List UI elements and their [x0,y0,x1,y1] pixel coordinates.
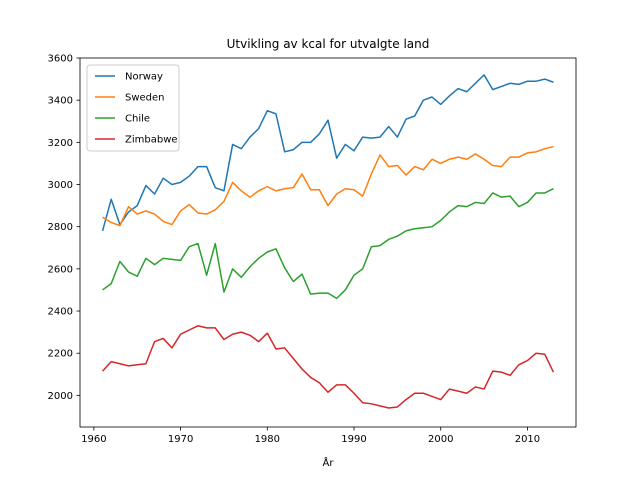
x-tick-label: 1990 [341,434,366,445]
legend-label-sweden: Sweden [125,93,165,104]
legend: Norway Sweden Chile Zimbabwe [86,64,180,152]
y-tick-label: 2400 [48,307,73,318]
x-tick-label: 1960 [81,434,106,445]
legend-box [86,64,180,152]
x-tick-label: 1970 [168,434,193,445]
y-tick-label: 3200 [48,138,73,149]
axes-frame [79,57,577,428]
y-tick-label: 2600 [48,264,73,275]
legend-label-norway: Norway [125,72,163,83]
x-tick-label: 2000 [428,434,453,445]
y-tick-label: 2200 [48,349,73,360]
chart-title: Utvikling av kcal for utvalgte land [227,37,430,51]
x-axis-label: År [323,456,335,469]
legend-label-zimbabwe: Zimbabwe [125,135,178,146]
y-tick-label: 3400 [48,96,73,107]
series-line-sweden [102,145,554,227]
x-tick-label: 2010 [515,434,540,445]
series-line-zimbabwe [101,325,555,409]
plot-area [101,74,555,409]
x-tick-label: 1980 [255,434,280,445]
series-line-chile [102,188,554,300]
y-tick-label: 3000 [48,180,73,191]
y-tick-label: 2800 [48,222,73,233]
legend-label-chile: Chile [125,114,150,125]
y-tick-label: 2000 [48,391,73,402]
axes: 1960 1970 1980 1990 2000 2010 2000 2200 2400 2600… [48,54,577,445]
y-tick-label: 3600 [48,54,73,65]
series-line-norway [101,74,554,232]
